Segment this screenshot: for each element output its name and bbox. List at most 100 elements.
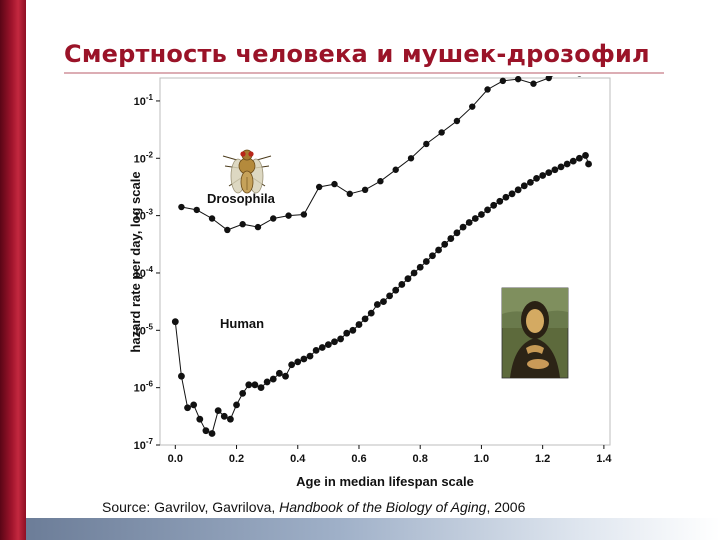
point-human-27 [337, 335, 345, 343]
y-tick-label-0: 10-1 [134, 93, 154, 108]
point-human-43 [435, 246, 442, 254]
x-tick-label-4: 0.8 [413, 453, 428, 465]
y-axis: 10-1 10-2 10-3 10-4 10-5 10-6 10-7 [134, 93, 160, 452]
point-drosophila-6 [270, 215, 277, 222]
source-authors: Source: Gavrilov, Gavrilova, [102, 499, 280, 515]
point-human-20 [294, 358, 302, 366]
point-human-32 [367, 309, 375, 317]
x-tick-label-0: 0.0 [168, 453, 183, 465]
point-human-29 [349, 326, 357, 334]
point-human-62 [551, 166, 559, 174]
point-drosophila-16 [423, 140, 430, 148]
point-human-39 [410, 269, 418, 277]
point-drosophila-23 [530, 80, 537, 87]
x-tick-label-5: 1.0 [474, 453, 489, 465]
left-accent-bar [0, 0, 26, 540]
point-human-24 [318, 344, 326, 351]
point-human-48 [465, 219, 473, 226]
point-human-21 [300, 355, 308, 363]
point-human-54 [502, 193, 510, 201]
source-year: , 2006 [486, 499, 526, 515]
point-human-18 [282, 372, 289, 380]
point-human-22 [306, 352, 314, 360]
point-human-6 [208, 430, 216, 437]
point-drosophila-3 [224, 226, 231, 234]
point-human-67 [582, 152, 589, 159]
y-tick-label-4: 10-5 [134, 322, 154, 337]
point-drosophila-11 [346, 190, 353, 198]
y-tick-label-5: 10-6 [134, 380, 154, 395]
point-human-49 [471, 215, 479, 222]
point-drosophila-8 [300, 211, 308, 218]
point-human-12 [245, 381, 253, 389]
bottom-accent-bar [26, 518, 720, 540]
point-human-55 [508, 190, 516, 198]
x-tick-label-6: 1.2 [535, 453, 550, 465]
point-human-5 [202, 427, 210, 435]
slide-title: Смертность человека и мушек-дрозофил [64, 40, 650, 68]
point-human-3 [190, 401, 198, 409]
point-human-11 [239, 389, 247, 397]
point-human-25 [324, 341, 332, 349]
point-human-68 [585, 160, 592, 168]
title-underline [64, 72, 664, 74]
point-human-64 [563, 160, 571, 168]
point-human-44 [441, 240, 449, 248]
point-human-65 [569, 157, 577, 165]
point-human-0 [171, 318, 179, 326]
point-human-46 [453, 229, 461, 237]
point-human-45 [447, 235, 455, 242]
point-human-63 [557, 163, 565, 171]
point-human-4 [196, 415, 204, 423]
point-human-1 [178, 372, 185, 380]
point-human-33 [373, 301, 381, 308]
point-human-19 [288, 361, 296, 369]
point-human-23 [312, 346, 320, 354]
mona-lisa-portrait-image [501, 287, 569, 379]
point-drosophila-4 [239, 221, 246, 228]
point-human-52 [490, 201, 498, 209]
point-drosophila-9 [315, 183, 323, 191]
y-tick-label-3: 10-4 [134, 265, 154, 280]
point-human-36 [392, 286, 400, 294]
point-drosophila-17 [438, 129, 445, 136]
point-human-13 [251, 381, 259, 389]
y-tick-label-6: 10-7 [134, 437, 154, 452]
y-tick-label-2: 10-3 [134, 208, 154, 223]
series-label-human: Human [220, 316, 264, 331]
point-human-50 [478, 211, 485, 218]
point-drosophila-15 [407, 155, 415, 162]
point-human-30 [355, 321, 363, 328]
y-axis-label: hazard rate per day, log scale [128, 171, 143, 352]
point-drosophila-18 [453, 117, 461, 125]
point-human-41 [422, 258, 430, 265]
point-drosophila-24 [545, 76, 552, 82]
point-human-28 [343, 329, 351, 337]
point-human-35 [386, 292, 393, 300]
point-human-14 [257, 384, 265, 392]
point-drosophila-2 [208, 215, 216, 222]
point-human-16 [269, 375, 277, 383]
drosophila-fly-image [222, 149, 272, 194]
point-human-15 [263, 378, 271, 386]
mortality-chart: 10-110-210-310-410-510-610-7 0.0 0.2 0.4 0.… [128, 76, 612, 489]
point-drosophila-22 [514, 76, 522, 83]
point-human-56 [514, 186, 522, 194]
point-human-9 [227, 415, 234, 423]
point-drosophila-21 [499, 77, 507, 85]
point-human-66 [575, 154, 583, 162]
point-human-31 [361, 315, 369, 323]
point-drosophila-14 [392, 166, 399, 173]
point-human-42 [429, 252, 436, 260]
series-points [171, 76, 592, 437]
point-drosophila-12 [361, 186, 369, 194]
point-human-59 [533, 174, 540, 182]
point-human-26 [331, 338, 338, 346]
x-axis-label: Age in median lifespan scale [296, 474, 474, 489]
point-human-2 [184, 404, 191, 412]
point-human-7 [214, 407, 222, 414]
source-book-title: Handbook of the Biology of Aging [279, 499, 487, 515]
point-human-60 [539, 172, 547, 179]
point-human-58 [527, 178, 534, 186]
point-drosophila-1 [193, 206, 200, 214]
